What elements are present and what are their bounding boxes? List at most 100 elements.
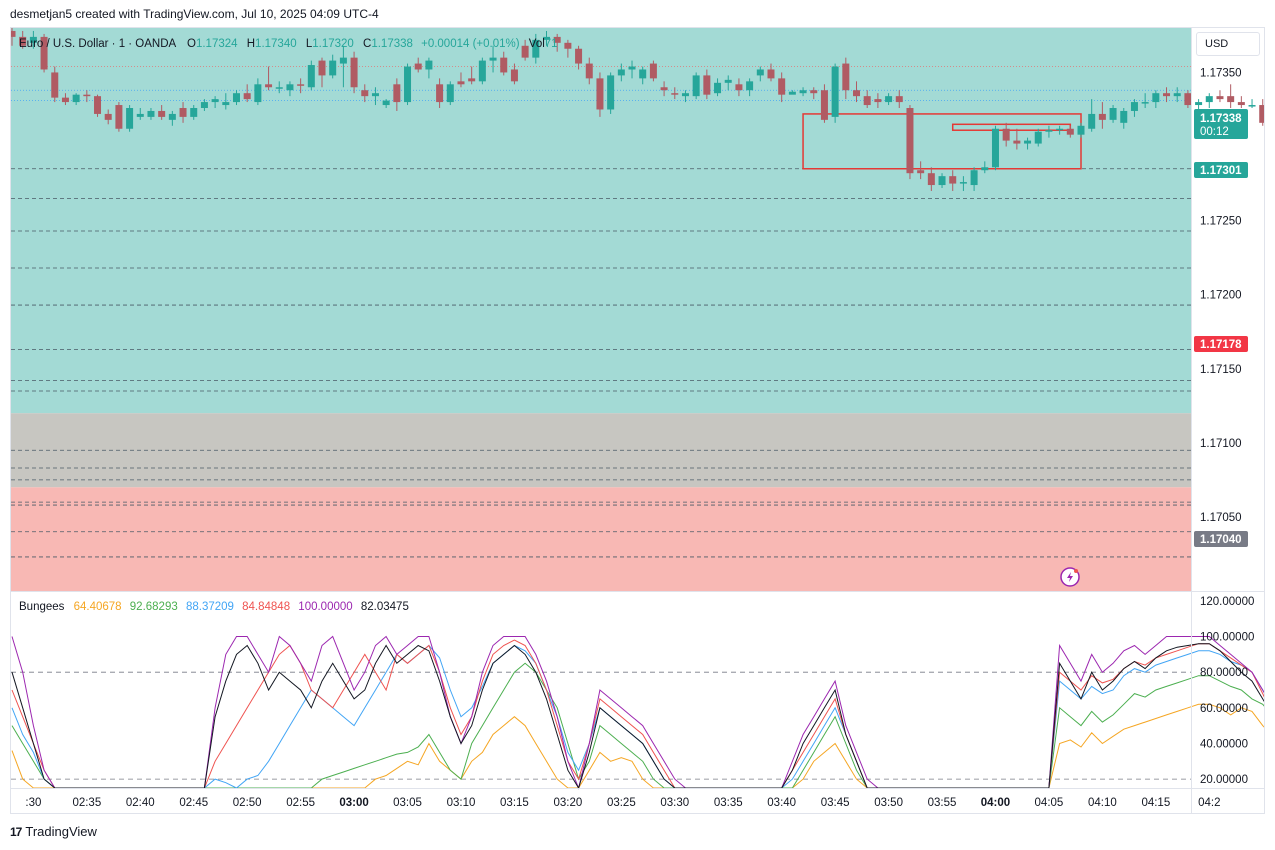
currency-button[interactable]: USD xyxy=(1196,32,1260,56)
legend-vol-value: 71 xyxy=(545,38,558,50)
candle-body xyxy=(19,36,27,46)
candle-body xyxy=(1056,128,1064,131)
bungees-line-4 xyxy=(11,639,1275,789)
candle-body xyxy=(885,96,893,103)
candle-body xyxy=(671,93,679,95)
time-tick-label: 03:00 xyxy=(339,797,368,809)
price-tick-label: 1.17250 xyxy=(1200,216,1242,228)
chart-canvas[interactable]: Euro / U.S. Dollar · 1 · OANDA O1.17324 … xyxy=(8,28,1275,813)
legend-change: +0.00014 (+0.01%) xyxy=(421,38,520,50)
candle-body xyxy=(40,36,48,70)
candle-body xyxy=(126,108,134,129)
candle-body xyxy=(1248,105,1256,107)
indicator-tick-label: 80.00000 xyxy=(1200,667,1248,679)
candle-body xyxy=(1184,93,1192,106)
candle-body xyxy=(1227,96,1235,103)
candle-body xyxy=(649,63,657,79)
candle-body xyxy=(917,170,925,174)
indicator-tick-label: 20.00000 xyxy=(1200,774,1248,786)
candle-body xyxy=(553,36,561,43)
tradingview-brand: TradingView xyxy=(25,824,97,839)
time-tick-label: 03:55 xyxy=(928,797,957,809)
candle-body xyxy=(457,81,465,85)
candle-body xyxy=(29,36,37,43)
candle-body xyxy=(735,84,743,91)
indicator-tick-label: 120.00000 xyxy=(1200,596,1254,608)
alert-bolt-icon[interactable] xyxy=(1060,567,1080,587)
price-zones xyxy=(11,28,1191,591)
candle-body xyxy=(500,57,508,73)
candle-body xyxy=(703,75,711,95)
candle-body xyxy=(254,84,262,103)
candle-body xyxy=(158,110,166,117)
candle-body xyxy=(1259,105,1267,123)
candle-body xyxy=(564,42,572,49)
time-tick-label: 03:40 xyxy=(767,797,796,809)
indicator-tick-label: 40.00000 xyxy=(1200,738,1248,750)
candle-body xyxy=(799,90,807,94)
candle-body xyxy=(404,66,412,103)
candle-body xyxy=(949,176,957,184)
legend-vol-label: Vol xyxy=(529,38,545,50)
legend-h-label: H xyxy=(247,38,255,50)
candle-body xyxy=(361,90,369,97)
horizontal-levels xyxy=(11,66,1191,558)
level-green-value: 1.17301 xyxy=(1200,165,1242,177)
candle-body xyxy=(1098,113,1106,120)
candle-body xyxy=(478,60,486,82)
candle-body xyxy=(628,66,636,70)
time-tick-label: 03:45 xyxy=(821,797,850,809)
candle-body xyxy=(1152,93,1160,103)
time-tick-label: 04:15 xyxy=(1141,797,1170,809)
candle-body xyxy=(1237,102,1245,106)
candle-body xyxy=(190,108,198,117)
candle-body xyxy=(981,167,989,171)
candle-body xyxy=(991,128,999,168)
price-axis[interactable]: 1.17350 1.17250 1.17200 1.17150 1.17100 1.170… xyxy=(1200,67,1242,523)
price-tick-label: 1.17200 xyxy=(1200,290,1242,302)
candle-body xyxy=(115,105,123,129)
tradingview-logo[interactable]: 17 TradingView xyxy=(10,824,97,839)
candle-body xyxy=(275,87,283,89)
level-badge-gray: 1.17040 xyxy=(1194,531,1248,547)
candle-body xyxy=(874,99,882,103)
candle-body xyxy=(211,99,219,103)
candle-body xyxy=(863,96,871,106)
time-axis[interactable]: :30 02:35 02:40 02:45 02:50 02:55 03:00 03:05 03… xyxy=(25,797,1220,809)
candle-body xyxy=(756,69,764,76)
time-tick-label: 03:25 xyxy=(607,797,636,809)
indicator-value-4: 84.84848 xyxy=(242,601,290,613)
candle-body xyxy=(1173,93,1181,97)
indicator-tick-label: 60.00000 xyxy=(1200,703,1248,715)
indicator-name: Bungees xyxy=(19,601,65,613)
candle-body xyxy=(585,63,593,79)
level-badge-red: 1.17178 xyxy=(1194,336,1248,352)
candle-body xyxy=(1163,93,1171,97)
candle-body xyxy=(286,84,294,91)
candle-body xyxy=(265,84,273,88)
level-badge-green: 1.17301 xyxy=(1194,162,1248,178)
legend-c-label: C xyxy=(363,38,371,50)
chart-frame: Euro / U.S. Dollar · 1 · OANDA O1.17324 … xyxy=(8,27,1275,814)
bungees-line-6 xyxy=(11,643,1275,790)
candle-body xyxy=(61,97,69,103)
time-tick-label: 03:10 xyxy=(447,797,476,809)
bungees-line-2 xyxy=(11,662,1275,789)
indicator-legend: Bungees 64.40678 92.68293 88.37209 84.84… xyxy=(19,601,409,613)
candle-body xyxy=(927,173,935,186)
candle-body xyxy=(724,79,732,83)
candle-body xyxy=(607,75,615,110)
legend-ohlc: O1.17324 H1.17340 L1.17320 C1.17338 +0.0… xyxy=(187,38,558,50)
bungees-series xyxy=(11,635,1275,790)
candle-body xyxy=(371,93,379,97)
candle-body xyxy=(243,93,251,100)
time-tick-label: 03:20 xyxy=(553,797,582,809)
chart-attribution: desmetjan5 created with TradingView.com,… xyxy=(10,7,379,21)
candle-body xyxy=(72,94,80,103)
indicator-axis[interactable]: 120.00000 100.00000 80.00000 60.00000 40.000… xyxy=(1200,596,1254,786)
candle-body xyxy=(436,84,444,103)
indicator-value-2: 92.68293 xyxy=(130,601,178,613)
candle-body xyxy=(778,78,786,95)
candle-body xyxy=(468,78,476,82)
time-tick-label: 03:15 xyxy=(500,797,529,809)
